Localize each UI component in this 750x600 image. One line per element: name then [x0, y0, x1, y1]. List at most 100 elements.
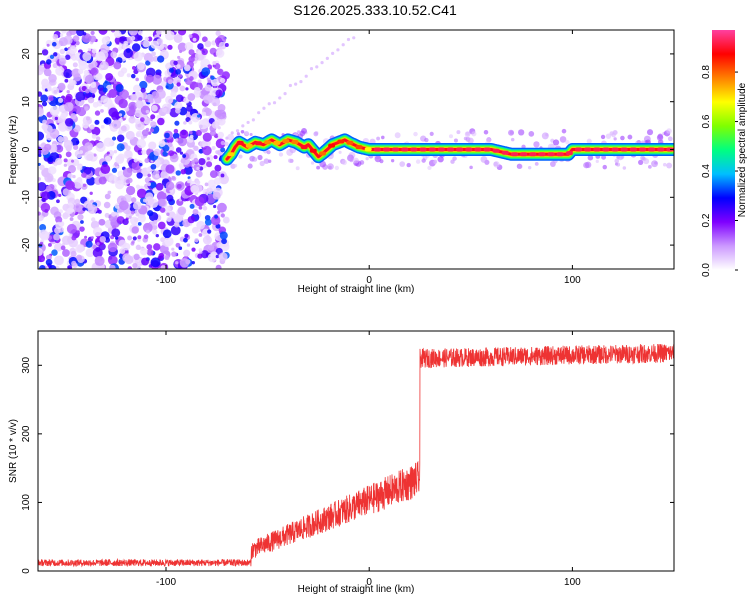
noise-blob	[118, 239, 127, 248]
noise-blob	[316, 165, 321, 170]
noise-blob	[187, 93, 196, 101]
noise-blob	[380, 135, 385, 140]
noise-blob	[79, 226, 85, 232]
noise-blob	[91, 133, 97, 139]
signal-peak	[437, 147, 445, 152]
noise-blob	[43, 68, 52, 77]
noise-blob	[349, 158, 354, 163]
noise-blob	[341, 43, 345, 47]
noise-blob	[38, 162, 41, 167]
noise-blob	[263, 158, 270, 164]
noise-blob	[315, 65, 319, 69]
noise-blob	[224, 141, 229, 147]
noise-blob	[92, 247, 103, 258]
noise-blob	[47, 86, 52, 92]
noise-blob	[117, 153, 125, 161]
noise-blob	[95, 136, 101, 141]
noise-blob	[613, 137, 617, 141]
noise-blob	[39, 223, 47, 231]
noise-blob	[518, 129, 525, 136]
noise-blob	[376, 136, 381, 141]
noise-blob	[110, 51, 118, 59]
noise-blob	[601, 154, 607, 160]
noise-blob	[46, 43, 50, 47]
noise-blob	[108, 107, 118, 118]
noise-blob	[68, 46, 78, 55]
noise-blob	[187, 215, 195, 224]
signal-peak	[346, 140, 354, 145]
noise-blob	[510, 137, 515, 142]
noise-blob	[527, 165, 532, 170]
noise-blob	[70, 113, 77, 120]
noise-blob	[104, 212, 110, 218]
noise-blob	[52, 33, 59, 40]
noise-blob	[84, 74, 95, 85]
noise-blob	[210, 215, 221, 226]
noise-blob	[222, 216, 230, 224]
noise-blob	[157, 221, 166, 230]
noise-blob	[195, 179, 201, 185]
noise-blob	[218, 252, 228, 262]
noise-blob	[120, 125, 127, 132]
noise-blob	[602, 164, 607, 170]
noise-blob	[365, 157, 369, 161]
noise-blob	[90, 30, 95, 36]
noise-blob	[122, 218, 129, 226]
noise-blob	[160, 265, 167, 269]
noise-blob	[180, 169, 186, 175]
noise-blob	[177, 207, 186, 216]
noise-blob	[299, 80, 303, 84]
noise-blob	[142, 222, 153, 233]
noise-blob	[70, 159, 75, 163]
noise-blob	[128, 116, 136, 124]
signal-peak	[602, 147, 610, 152]
noise-blob	[179, 151, 184, 155]
snr-plot: -100 0 100 0 100 200 300 Height of straight li…	[8, 330, 675, 595]
noise-blob	[145, 196, 154, 206]
noise-blob	[173, 128, 179, 134]
colorbar-tick-label: 0.8	[701, 65, 712, 79]
noise-blob	[62, 212, 69, 220]
noise-blob	[172, 132, 180, 140]
signal-peak	[337, 139, 345, 144]
noise-blob	[140, 247, 148, 256]
noise-blob	[133, 84, 141, 93]
noise-blob	[235, 129, 240, 133]
noise-blob	[301, 128, 307, 134]
noise-blob	[60, 245, 66, 251]
noise-blob	[40, 94, 48, 103]
noise-blob	[91, 217, 96, 222]
noise-blob	[179, 50, 183, 54]
noise-blob	[98, 218, 106, 226]
noise-blob	[463, 136, 468, 141]
noise-blob	[175, 68, 182, 75]
signal-peak	[456, 147, 464, 152]
noise-blob	[125, 145, 131, 151]
noise-blob	[288, 83, 292, 88]
noise-blob	[294, 82, 298, 86]
noise-blob	[164, 30, 175, 41]
noise-blob	[126, 185, 136, 196]
signal-peak	[401, 147, 409, 152]
signal-peak	[657, 147, 665, 152]
noise-blob	[114, 236, 119, 240]
noise-blob	[213, 155, 218, 160]
noise-blob	[118, 113, 123, 117]
signal-peak	[584, 147, 592, 152]
noise-blob	[257, 154, 263, 161]
noise-blob	[561, 128, 567, 134]
noise-blob	[41, 101, 48, 107]
noise-blob	[320, 61, 324, 65]
noise-blob	[249, 132, 253, 137]
noise-blob	[215, 264, 222, 269]
noise-blob	[47, 156, 54, 163]
noise-blob	[64, 78, 69, 83]
noise-blob	[133, 253, 140, 260]
noise-blob	[168, 150, 175, 157]
noise-blob	[53, 233, 61, 241]
signal-peak	[666, 147, 674, 152]
noise-blob	[176, 183, 182, 189]
noise-blob	[71, 55, 77, 61]
noise-blob	[304, 74, 308, 78]
noise-blob	[149, 128, 155, 133]
